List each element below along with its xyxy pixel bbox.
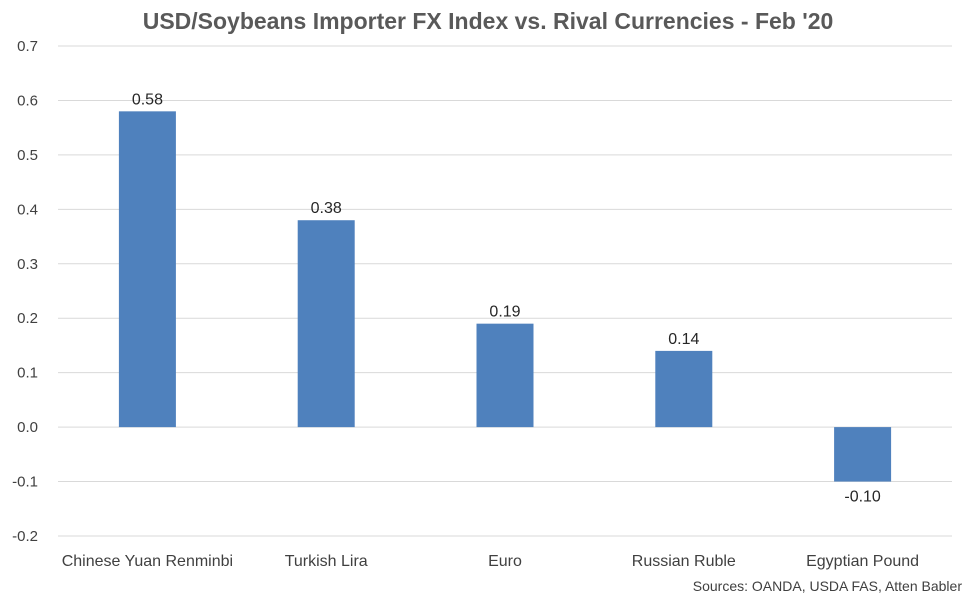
y-tick-label: 0.6 <box>17 92 38 109</box>
bar <box>118 111 176 428</box>
y-tick-label: 0.3 <box>17 256 38 273</box>
y-tick-label: 0.7 <box>17 38 38 55</box>
y-tick-label: -0.2 <box>12 528 38 545</box>
source-note: Sources: OANDA, USDA FAS, Atten Babler <box>692 578 962 594</box>
bar <box>834 427 892 482</box>
category-label: Turkish Lira <box>285 553 368 570</box>
data-label: 0.14 <box>668 331 699 348</box>
y-axis-tick-labels: 0.7 0.6 0.5 0.4 0.3 0.2 0.1 0.0 -0.1 -0.2 <box>12 38 38 545</box>
y-tick-label: 0.5 <box>17 147 38 164</box>
bar <box>476 323 534 428</box>
category-label: Egyptian Pound <box>806 553 919 570</box>
y-tick-label: -0.1 <box>12 474 38 491</box>
data-label: 0.38 <box>311 200 342 217</box>
x-axis-category-labels: Chinese Yuan Renminbi Turkish Lira Euro Rus… <box>62 553 919 570</box>
data-label: 0.58 <box>132 91 163 108</box>
category-label: Russian Ruble <box>632 553 736 570</box>
bar <box>297 220 355 428</box>
bar <box>655 350 713 428</box>
category-label: Chinese Yuan Renminbi <box>62 553 233 570</box>
data-label: -0.10 <box>844 489 881 506</box>
gridlines <box>58 45 952 537</box>
category-label: Euro <box>488 553 522 570</box>
y-tick-label: 0.2 <box>17 310 38 327</box>
y-tick-label: 0.4 <box>17 201 38 218</box>
data-labels: 0.58 0.38 0.19 0.14 -0.10 <box>132 91 881 505</box>
bars <box>118 111 892 482</box>
y-tick-label: 0.0 <box>17 419 38 436</box>
chart-title: USD/Soybeans Importer FX Index vs. Rival… <box>142 8 834 34</box>
y-tick-label: 0.1 <box>17 365 38 382</box>
data-label: 0.19 <box>489 304 520 321</box>
